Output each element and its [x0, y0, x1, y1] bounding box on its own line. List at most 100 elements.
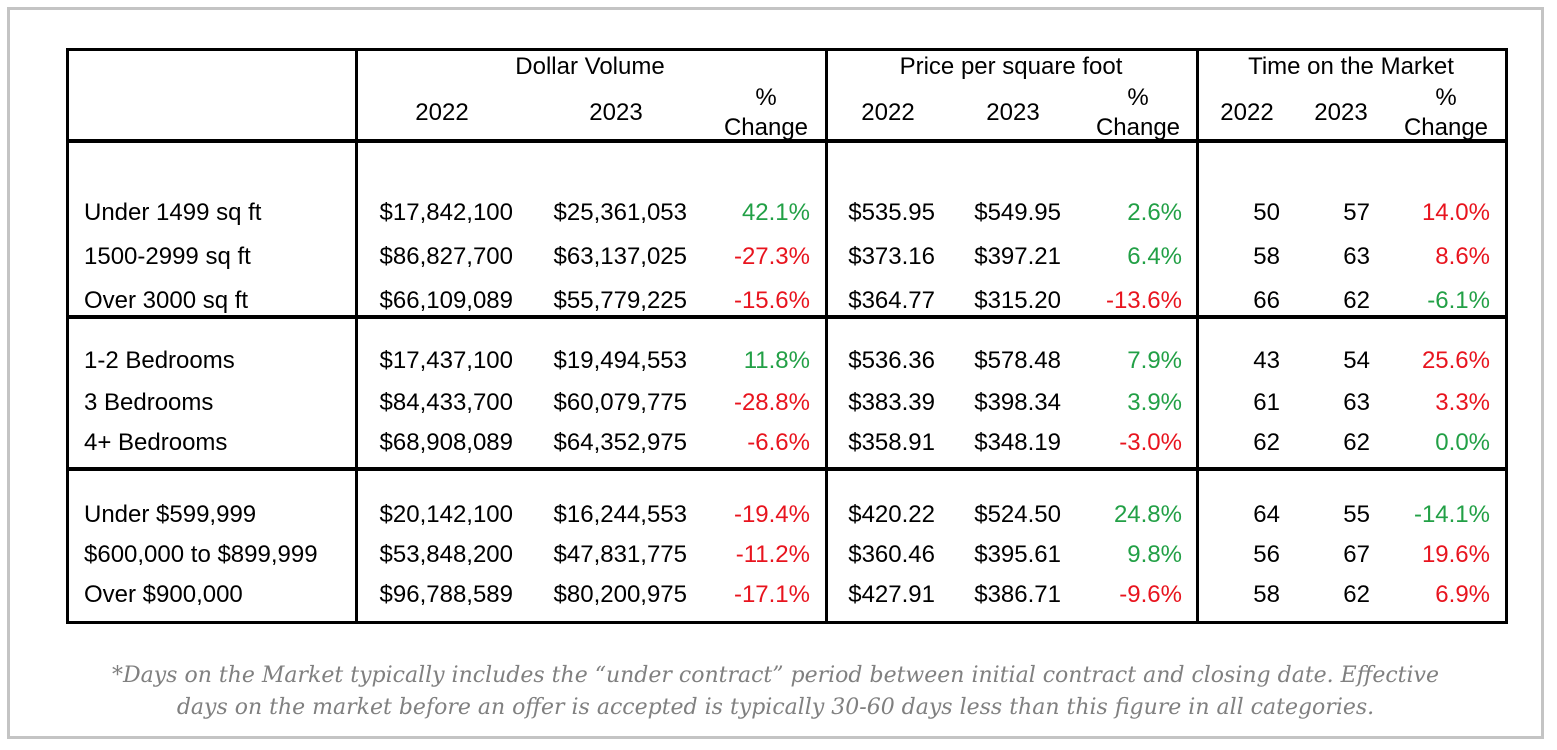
cell-dv23: $60,079,775: [553, 389, 687, 416]
cell-tmpct: 8.6%: [1435, 243, 1490, 270]
header-dv-2023: 2023: [589, 99, 643, 126]
cell-pppct: -3.0%: [1119, 429, 1182, 456]
cell-pp22: $358.91: [848, 429, 935, 456]
header-divider: [69, 139, 1505, 143]
figure-frame: Dollar Volume Price per square foot Time…: [7, 7, 1544, 739]
cell-dv23: $63,137,025: [553, 243, 687, 270]
header-dv-change: Change: [723, 114, 809, 141]
cell-pp22: $535.95: [848, 199, 935, 226]
cell-tm23: 62: [1343, 287, 1370, 314]
cell-dv22: $17,437,100: [379, 347, 513, 374]
cell-label: 1500-2999 sq ft: [84, 243, 251, 270]
header-pp-2023: 2023: [986, 99, 1040, 126]
header-pp-change: Change: [1095, 114, 1181, 141]
cell-pppct: -9.6%: [1119, 581, 1182, 608]
cell-dv23: $16,244,553: [553, 501, 687, 528]
header-dv-pct: %: [755, 84, 777, 111]
column-divider-label: [355, 51, 358, 621]
cell-dvpct: -15.6%: [733, 287, 810, 314]
cell-tm23: 57: [1343, 199, 1370, 226]
cell-dv23: $64,352,975: [553, 429, 687, 456]
cell-tm22: 61: [1253, 389, 1280, 416]
header-pp-2022: 2022: [861, 99, 915, 126]
cell-label: 1-2 Bedrooms: [84, 347, 235, 374]
header-tm-2023: 2023: [1314, 99, 1368, 126]
cell-tm22: 66: [1253, 287, 1280, 314]
cell-dv22: $86,827,700: [379, 243, 513, 270]
column-divider-price: [1196, 51, 1199, 621]
cell-dv22: $20,142,100: [379, 501, 513, 528]
section-divider-1: [69, 315, 1505, 319]
footnote-line-1: *Days on the Market typically includes t…: [112, 663, 1439, 688]
cell-dv23: $25,361,053: [553, 199, 687, 226]
cell-tm23: 63: [1343, 389, 1370, 416]
header-dv-2022: 2022: [415, 99, 469, 126]
cell-dvpct: -19.4%: [733, 501, 810, 528]
header-time-on-market: Time on the Market: [1248, 53, 1454, 80]
cell-pppct: 9.8%: [1127, 541, 1182, 568]
cell-dv23: $47,831,775: [553, 541, 687, 568]
cell-pp22: $420.22: [848, 501, 935, 528]
cell-tm23: 62: [1343, 581, 1370, 608]
cell-pp22: $360.46: [848, 541, 935, 568]
cell-tm23: 67: [1343, 541, 1370, 568]
cell-label: Under $599,999: [84, 501, 257, 528]
cell-pp23: $315.20: [974, 287, 1061, 314]
cell-dvpct: 11.8%: [743, 347, 810, 374]
cell-dv23: $19,494,553: [553, 347, 687, 374]
header-tm-pct: %: [1435, 84, 1457, 111]
cell-pppct: 6.4%: [1127, 243, 1182, 270]
cell-tm22: 58: [1253, 243, 1280, 270]
cell-pp22: $383.39: [848, 389, 935, 416]
cell-dv23: $80,200,975: [553, 581, 687, 608]
footnote-line-2: days on the market before an offer is ac…: [176, 695, 1375, 720]
cell-pp22: $373.16: [848, 243, 935, 270]
cell-pp23: $549.95: [974, 199, 1061, 226]
cell-pp22: $427.91: [848, 581, 935, 608]
cell-tm22: 64: [1253, 501, 1280, 528]
cell-tmpct: 0.0%: [1435, 429, 1490, 456]
cell-tmpct: 25.6%: [1421, 347, 1490, 374]
cell-dvpct: -6.6%: [747, 429, 810, 456]
cell-label: Over 3000 sq ft: [84, 287, 249, 314]
cell-tm23: 63: [1343, 243, 1370, 270]
cell-pppct: 3.9%: [1127, 389, 1182, 416]
header-tm-2022: 2022: [1220, 99, 1274, 126]
cell-tmpct: 14.0%: [1421, 199, 1490, 226]
header-tm-change: Change: [1403, 114, 1489, 141]
cell-pppct: 24.8%: [1113, 501, 1182, 528]
cell-tm22: 58: [1253, 581, 1280, 608]
cell-label: Over $900,000: [84, 581, 243, 608]
cell-tm22: 50: [1253, 199, 1280, 226]
cell-pppct: 7.9%: [1127, 347, 1182, 374]
cell-label: $600,000 to $899,999: [84, 541, 318, 568]
cell-pp22: $364.77: [848, 287, 935, 314]
cell-dv22: $17,842,100: [379, 199, 513, 226]
cell-label: Under 1499 sq ft: [84, 199, 262, 226]
cell-tm22: 62: [1253, 429, 1280, 456]
cell-pp23: $524.50: [974, 501, 1061, 528]
cell-tm22: 43: [1253, 347, 1280, 374]
cell-label: 3 Bedrooms: [84, 389, 214, 416]
cell-pp23: $397.21: [974, 243, 1061, 270]
header-price-per-sqft: Price per square foot: [899, 53, 1123, 80]
cell-dv22: $66,109,089: [379, 287, 513, 314]
section-divider-2: [69, 467, 1505, 471]
cell-pp23: $348.19: [974, 429, 1061, 456]
cell-pp23: $578.48: [974, 347, 1061, 374]
cell-tmpct: -6.1%: [1427, 287, 1490, 314]
cell-pp23: $395.61: [974, 541, 1061, 568]
cell-pppct: -13.6%: [1105, 287, 1182, 314]
market-table: Dollar Volume Price per square foot Time…: [66, 48, 1508, 624]
cell-pp23: $398.34: [974, 389, 1061, 416]
cell-tmpct: -14.1%: [1413, 501, 1490, 528]
cell-tm23: 55: [1343, 501, 1370, 528]
header-dollar-volume: Dollar Volume: [515, 53, 665, 80]
cell-tmpct: 19.6%: [1421, 541, 1490, 568]
cell-dv22: $68,908,089: [379, 429, 513, 456]
cell-dvpct: -27.3%: [733, 243, 810, 270]
cell-tmpct: 3.3%: [1435, 389, 1490, 416]
cell-dv22: $96,788,589: [379, 581, 513, 608]
cell-dvpct: -17.1%: [733, 581, 810, 608]
cell-tm22: 56: [1253, 541, 1280, 568]
